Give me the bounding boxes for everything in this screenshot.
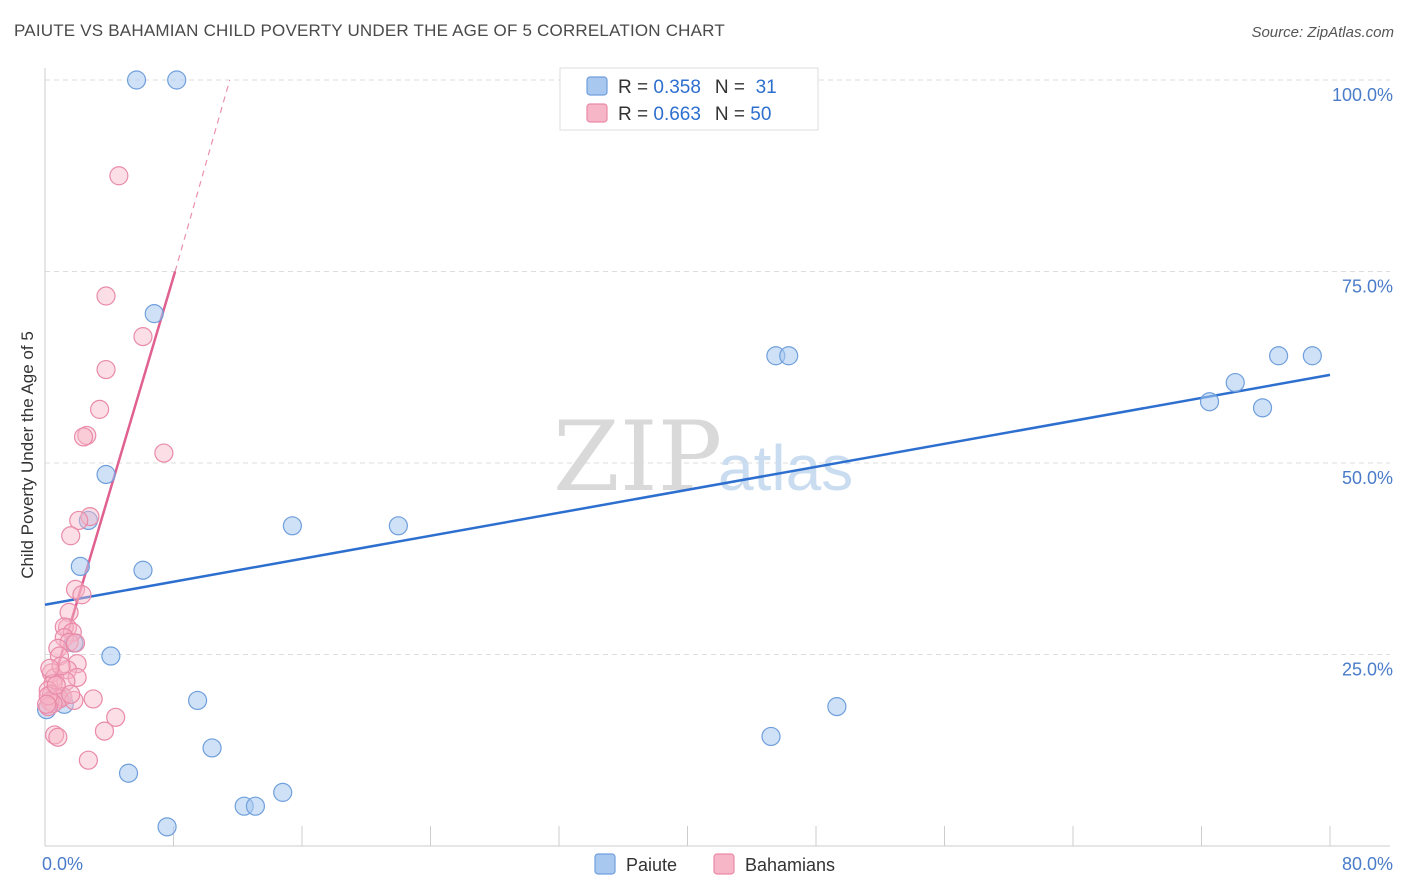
- legend-r-label: R =: [618, 104, 653, 125]
- legend-row-paiute: R = 0.358 N = 31: [618, 77, 777, 98]
- data-point-paiute: [388, 516, 408, 536]
- legend-n-value: 31: [750, 77, 776, 98]
- data-point-paiute: [202, 738, 222, 758]
- data-point-paiute: [101, 646, 121, 666]
- data-point-bahamians: [106, 707, 126, 727]
- bottom-legend-label-paiute: Paiute: [626, 855, 677, 875]
- data-point-bahamians: [73, 427, 94, 447]
- data-point-paiute: [827, 696, 847, 717]
- data-point-bahamians: [96, 286, 116, 306]
- data-point-paiute: [1199, 392, 1220, 412]
- data-point-bahamians: [133, 327, 153, 347]
- x-tick-label: 0.0%: [42, 854, 83, 874]
- data-point-bahamians: [46, 675, 66, 695]
- y-tick-label: 25.0%: [1342, 660, 1393, 680]
- data-point-paiute: [118, 763, 139, 783]
- legend-r-label: R =: [618, 77, 653, 98]
- data-point-paiute: [96, 464, 116, 485]
- x-tick-labels: 0.0% 80.0%: [42, 854, 1393, 874]
- grid-lines: [45, 79, 1390, 655]
- watermark-atlas: atlas: [718, 432, 853, 504]
- data-point-paiute: [70, 556, 90, 577]
- y-tick-label: 75.0%: [1342, 277, 1393, 297]
- data-point-bahamians: [83, 689, 103, 709]
- data-point-bahamians: [65, 633, 86, 653]
- trend-line-bahamians-extension: [174, 79, 231, 272]
- y-tick-label: 50.0%: [1342, 468, 1393, 488]
- data-point-bahamians: [69, 510, 89, 531]
- data-point-paiute: [1252, 398, 1273, 418]
- data-point-bahamians: [48, 727, 68, 747]
- data-point-bahamians: [96, 359, 116, 380]
- data-point-paiute: [133, 560, 153, 580]
- legend-swatch-bahamians: [586, 103, 608, 123]
- data-point-paiute: [187, 690, 208, 711]
- data-point-bahamians: [67, 654, 87, 674]
- data-point-bahamians: [154, 443, 174, 463]
- legend-n-label: N =: [715, 104, 750, 125]
- data-point-bahamians: [78, 750, 98, 770]
- bottom-legend-swatch-bahamians: [713, 853, 735, 875]
- legend-n-label: N =: [715, 77, 750, 98]
- data-point-bahamians: [45, 725, 65, 745]
- data-point-bahamians: [59, 602, 79, 622]
- bottom-legend-label-bahamians: Bahamians: [745, 855, 835, 875]
- data-point-bahamians: [80, 507, 100, 527]
- data-point-bahamians: [37, 694, 57, 714]
- data-point-paiute: [779, 346, 799, 366]
- data-point-bahamians: [59, 632, 79, 652]
- data-point-bahamians: [94, 721, 115, 741]
- y-axis-title: Child Poverty Under the Age of 5: [18, 331, 37, 579]
- trend-lines: [43, 79, 1331, 711]
- legend-r-value: 0.663: [653, 104, 701, 125]
- trend-line-paiute: [44, 373, 1331, 606]
- data-point-paiute: [1225, 372, 1245, 393]
- legend-box: R = 0.358 N = 31 R = 0.663 N = 50: [559, 67, 819, 131]
- data-point-bahamians: [72, 585, 92, 605]
- data-point-paiute: [273, 782, 293, 802]
- data-point-paiute: [1268, 346, 1289, 366]
- legend-r-value: 0.358: [653, 77, 701, 98]
- watermark-zip: ZIP: [553, 401, 722, 513]
- data-point-paiute: [167, 70, 187, 90]
- data-point-paiute: [245, 796, 266, 816]
- data-point-paiute: [1302, 346, 1322, 366]
- chart-title: PAIUTE VS BAHAMIAN CHILD POVERTY UNDER T…: [14, 21, 725, 40]
- data-point-paiute: [157, 817, 177, 837]
- data-point-bahamians: [90, 399, 110, 419]
- data-point-bahamians: [67, 667, 87, 688]
- data-point-bahamians: [65, 579, 86, 599]
- data-point-paiute: [144, 304, 164, 324]
- legend-row-bahamians: R = 0.663 N = 50: [618, 104, 771, 125]
- y-tick-labels: 100.0% 75.0% 50.0% 25.0%: [1332, 85, 1393, 680]
- data-point-paiute: [761, 726, 781, 747]
- watermark: ZIP atlas: [553, 401, 853, 513]
- data-point-bahamians: [61, 526, 81, 546]
- data-point-bahamians: [109, 166, 129, 186]
- bottom-legend-swatch-paiute: [594, 853, 616, 875]
- data-point-bahamians: [77, 425, 97, 446]
- x-tick-label: 80.0%: [1342, 854, 1393, 874]
- chart-source: Source: ZipAtlas.com: [1251, 24, 1394, 41]
- data-point-bahamians: [53, 687, 73, 707]
- data-point-paiute: [126, 70, 147, 90]
- data-point-bahamians: [61, 684, 81, 704]
- legend-swatch-paiute: [586, 76, 608, 96]
- legend-n-value: 50: [750, 104, 771, 125]
- y-tick-label: 100.0%: [1332, 85, 1393, 105]
- bottom-legend: Paiute Bahamians: [594, 853, 835, 875]
- data-point-bahamians: [40, 658, 60, 678]
- data-point-paiute: [282, 516, 302, 536]
- series-bahamians-points: [37, 166, 174, 770]
